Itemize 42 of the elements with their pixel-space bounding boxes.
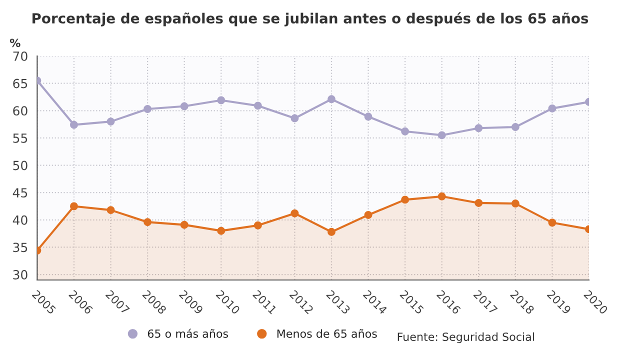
point xyxy=(328,95,336,104)
point xyxy=(217,96,226,104)
point xyxy=(548,104,556,112)
point xyxy=(401,196,410,204)
point xyxy=(217,226,226,235)
y-tick-label: 40 xyxy=(12,215,28,225)
point xyxy=(328,228,336,236)
point xyxy=(144,218,152,226)
point xyxy=(290,209,299,218)
point xyxy=(474,124,483,132)
y-tick-label: 30 xyxy=(13,270,28,280)
y-tick-label: 70 xyxy=(13,51,28,61)
point xyxy=(438,192,446,200)
y-tick-label: 45 xyxy=(12,188,28,198)
point xyxy=(401,127,410,136)
legend-label: 65 o más años xyxy=(148,328,228,338)
point xyxy=(511,123,520,132)
point xyxy=(70,120,78,129)
point xyxy=(106,206,115,214)
y-tick-label: 35 xyxy=(13,242,28,252)
y-tick-label: 55 xyxy=(13,134,28,143)
point xyxy=(290,114,299,122)
y-tick-label: 60 xyxy=(13,106,28,116)
source-note: Fuente: Seguridad Social xyxy=(398,332,534,344)
point xyxy=(254,102,262,110)
point xyxy=(511,200,520,208)
point xyxy=(180,220,188,229)
point xyxy=(548,218,556,227)
point xyxy=(180,102,188,110)
y-axis-title: % xyxy=(10,38,20,48)
y-tick-label: 50 xyxy=(13,160,28,170)
point xyxy=(364,112,372,121)
point xyxy=(254,221,262,230)
point xyxy=(144,105,152,113)
point xyxy=(364,210,372,219)
chart-title: Porcentaje de españoles que se jubilan antes o después de los 65 años xyxy=(32,12,588,26)
y-tick-label: 65 xyxy=(13,78,28,88)
point xyxy=(106,118,115,126)
point xyxy=(70,202,78,210)
legend-label: Menos de 65 años xyxy=(277,329,377,338)
point xyxy=(438,131,446,140)
point xyxy=(474,198,483,207)
